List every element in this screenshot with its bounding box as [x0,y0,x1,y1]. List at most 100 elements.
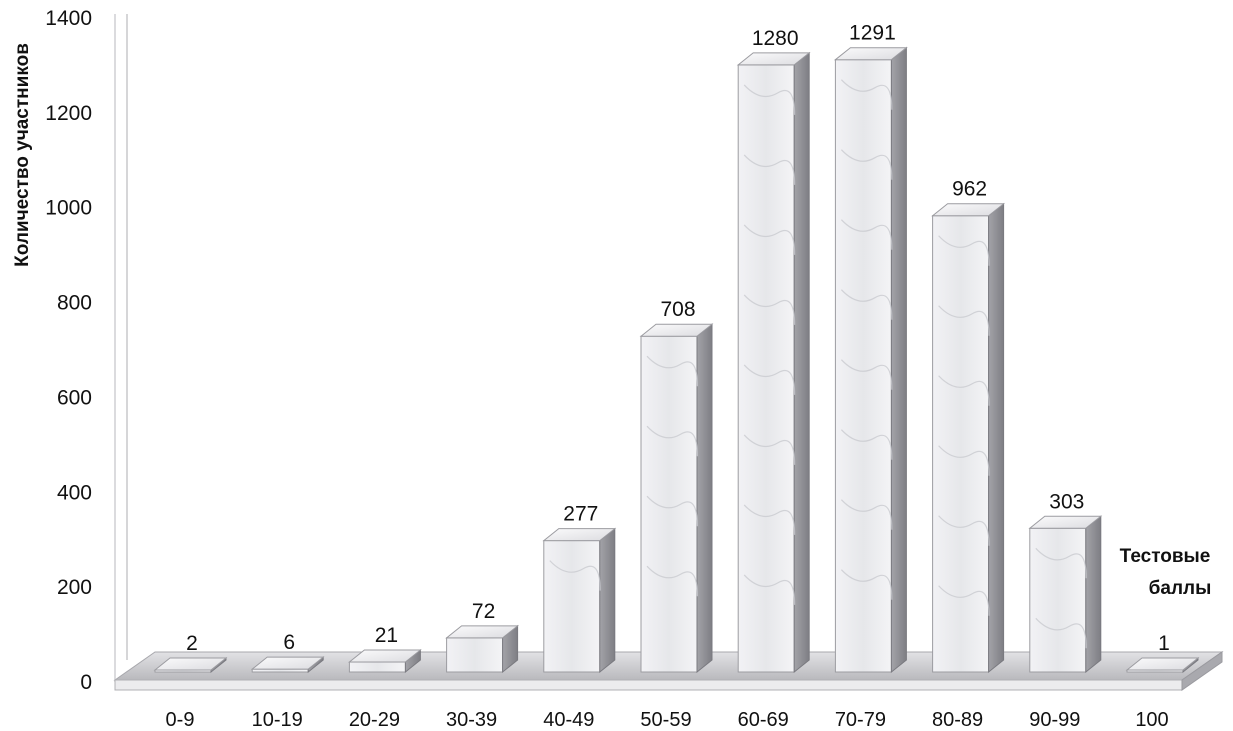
data-label: 1280 [752,27,799,50]
marble-streak [840,429,893,460]
marble-streak [646,495,698,527]
marble-streak [1035,547,1087,579]
marble-streak [938,375,990,406]
y-tick-label: 1400 [45,7,92,30]
data-label: 1291 [849,22,896,45]
bar-front [1029,527,1087,673]
marble-streak [1035,617,1087,649]
marble-streak [840,149,893,180]
bar-front [543,540,601,673]
marble-streak [938,515,990,546]
data-label: 277 [563,503,598,526]
x-tick-label: 30-39 [446,709,497,731]
marble-streak [840,289,893,320]
bar-100 [1125,656,1200,674]
y-tick-label: 600 [57,386,92,409]
x-tick-label: 0-9 [166,709,195,731]
y-tick-label: 0 [80,671,92,694]
x-tick-label: 70-79 [835,709,886,731]
y-tick-label: 1200 [45,102,92,125]
x-tick-label: 20-29 [349,709,400,731]
data-label: 72 [472,600,495,623]
bar-top [639,323,714,337]
marble-streak [743,224,796,255]
bar-80-89 [931,202,1006,674]
bar-top [833,47,908,61]
y-axis-title: Количество участников [12,43,33,267]
x-axis-title-line-2: баллы [1149,578,1212,599]
bar-top [931,203,1006,217]
bar-side [988,202,1005,674]
x-tick-label: 40-49 [543,709,594,731]
x-tick-label: 80-89 [932,709,983,731]
bar-60-69 [736,51,811,674]
bar-side [1085,515,1102,674]
bar-top [542,528,617,542]
y-tick-label: 1000 [45,197,92,220]
data-label: 962 [952,178,987,201]
bar-side [696,323,713,674]
data-label: 6 [283,631,295,654]
bar-top [445,625,520,639]
bar-70-79 [833,46,908,674]
marble-streak [743,84,796,115]
data-label: 1 [1158,632,1170,655]
bar-top [1125,657,1200,671]
marble-streak [743,504,796,535]
bars [153,46,1200,674]
bar-side [599,527,616,674]
x-tick-label: 60-69 [738,709,789,731]
data-labels: 2 6 21 72 277 708 1280 1291 962 303 1 [186,22,1170,655]
bar-top [250,656,325,670]
bar-50-59 [639,323,714,674]
marble-streak [743,434,796,465]
bar-side [793,51,810,674]
marble-streak [840,79,893,110]
data-label: 708 [660,298,695,321]
data-label: 21 [375,624,398,647]
bar-20-29 [347,648,422,674]
bar-40-49 [542,527,617,674]
marble-streak [938,585,990,616]
bar-front [348,661,406,673]
marble-streak [840,569,893,600]
marble-streak [743,294,796,325]
data-label: 2 [186,632,198,655]
bar-top [347,649,422,663]
y-axis: 0 200 400 600 800 1000 1200 1400 [45,7,92,694]
x-tick-label: 100 [1135,709,1168,731]
bar-front [932,215,990,673]
bar-front [640,335,698,673]
marble-streak [743,574,796,605]
marble-streak [938,305,990,336]
marble-streak [549,560,601,591]
x-tick-label: 50-59 [640,709,691,731]
y-tick-label: 200 [57,576,92,599]
y-tick-label: 800 [57,292,92,315]
floor-side [1181,651,1223,691]
marble-streak [743,364,796,395]
x-tick-label: 10-19 [252,709,303,731]
marble-streak [646,425,698,457]
x-tick-label: 90-99 [1029,709,1080,731]
marble-streak [840,499,893,530]
chart-walls [114,14,128,682]
marble-streak [646,565,698,597]
marble-streak [840,359,893,390]
bar-10-19 [250,656,325,674]
marble-streak [938,235,990,266]
bar-side [890,46,907,674]
bar-top [153,657,228,671]
bar-30-39 [445,624,520,674]
marble-streak [743,154,796,185]
bar-front [446,637,504,673]
y-tick-label: 400 [57,481,92,504]
marble-streak [646,355,698,387]
x-axis-title-line-1: Тестовые [1120,546,1211,567]
bar-0-9 [153,656,228,674]
marble-streak [840,219,893,250]
bar-90-99 [1028,515,1103,674]
floor-front [114,679,1183,691]
x-axis: 0-9 10-19 20-29 30-39 40-49 50-59 60-69 70-79 80… [166,709,1169,731]
